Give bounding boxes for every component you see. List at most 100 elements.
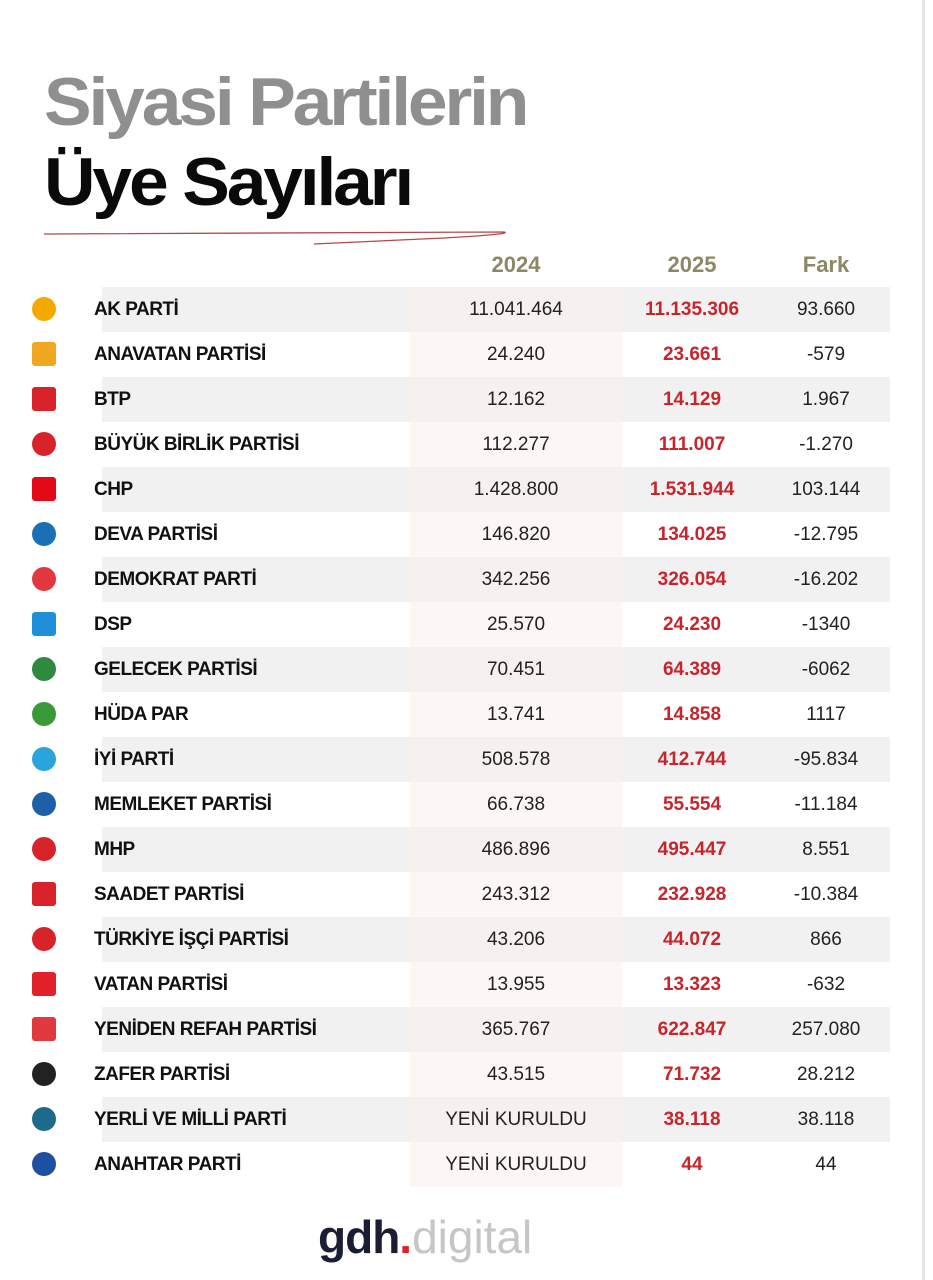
column-tint <box>410 827 622 872</box>
brand-dot: . <box>399 1211 413 1263</box>
demokrat-parti-logo-icon <box>32 567 56 591</box>
members-2025: 55.554 <box>662 793 722 815</box>
column-tint <box>410 692 622 737</box>
dsp-dove-icon <box>32 612 56 636</box>
difference: 257.080 <box>791 1018 861 1040</box>
chp-logo-icon <box>32 477 56 501</box>
party-name: MEMLEKET PARTİSİ <box>94 793 272 815</box>
table-row: CHP 1.428.800 1.531.944 103.144 <box>22 467 890 512</box>
party-name: İYİ PARTİ <box>94 748 174 770</box>
table-row: ANAVATAN PARTİSİ 24.240 23.661 -579 <box>22 332 890 377</box>
members-2024: 486.896 <box>481 838 551 860</box>
members-2025: 111.007 <box>658 433 726 455</box>
table-row: ZAFER PARTİSİ 43.515 71.732 28.212 <box>22 1052 890 1097</box>
party-name: BÜYÜK BİRLİK PARTİSİ <box>94 433 299 455</box>
members-2025: 326.054 <box>657 568 727 590</box>
members-2025: 38.118 <box>663 1108 721 1130</box>
column-tint <box>410 737 622 782</box>
brand-bold: gdh <box>318 1211 400 1263</box>
table-row: DEMOKRAT PARTİ 342.256 326.054 -16.202 <box>22 557 890 602</box>
party-name: SAADET PARTİSİ <box>94 883 244 905</box>
column-tint <box>410 872 622 917</box>
difference: 1.967 <box>802 388 850 410</box>
table-row: YERLİ VE MİLLİ PARTİ YENİ KURULDU 38.118 38… <box>22 1097 890 1142</box>
column-tint <box>410 1097 622 1142</box>
members-2024: 25.570 <box>486 613 546 635</box>
party-name: DEVA PARTİSİ <box>94 523 218 545</box>
difference: -1.270 <box>799 433 853 455</box>
difference: 28.212 <box>796 1063 856 1085</box>
party-name: TÜRKİYE İŞÇİ PARTİSİ <box>94 928 289 950</box>
members-2025: 622.847 <box>657 1018 727 1040</box>
difference: 866 <box>810 928 842 950</box>
members-2025: 44 <box>681 1153 703 1175</box>
btp-logo-icon <box>32 387 56 411</box>
members-2024: 508.578 <box>481 748 551 770</box>
members-2024: 70.451 <box>486 658 546 680</box>
members-2025: 64.389 <box>662 658 722 680</box>
members-2025: 232.928 <box>657 883 727 905</box>
table-row: BÜYÜK BİRLİK PARTİSİ 112.277 111.007 -1.270 <box>22 422 890 467</box>
mhp-crescents-icon <box>32 837 56 861</box>
table-row: AK PARTİ 11.041.464 11.135.306 93.660 <box>22 287 890 332</box>
table-row: TÜRKİYE İŞÇİ PARTİSİ 43.206 44.072 866 <box>22 917 890 962</box>
members-2025: 1.531.944 <box>649 478 735 500</box>
difference: 93.660 <box>796 298 856 320</box>
title-line-2: Üye Sayıları <box>44 144 414 220</box>
column-tint <box>410 467 622 512</box>
column-tint <box>410 1142 622 1187</box>
ak-parti-bulb-icon <box>32 297 56 321</box>
table-row: DEVA PARTİSİ 146.820 134.025 -12.795 <box>22 512 890 557</box>
column-tint <box>410 917 622 962</box>
members-2025: 71.732 <box>662 1063 722 1085</box>
table-row: GELECEK PARTİSİ 70.451 64.389 -6062 <box>22 647 890 692</box>
column-tint <box>410 602 622 647</box>
difference: 38.118 <box>797 1108 855 1130</box>
members-2024: 24.240 <box>486 343 546 365</box>
members-2024: 365.767 <box>481 1018 551 1040</box>
table-row: MEMLEKET PARTİSİ 66.738 55.554 -11.184 <box>22 782 890 827</box>
difference: -16.202 <box>793 568 859 590</box>
table-row: İYİ PARTİ 508.578 412.744 -95.834 <box>22 737 890 782</box>
deva-drop-icon <box>32 522 56 546</box>
members-2025: 134.025 <box>657 523 727 545</box>
party-name: BTP <box>94 388 131 410</box>
bbp-logo-icon <box>32 432 56 456</box>
table-row: VATAN PARTİSİ 13.955 13.323 -632 <box>22 962 890 1007</box>
members-2024: 146.820 <box>481 523 551 545</box>
table-row: MHP 486.896 495.447 8.551 <box>22 827 890 872</box>
column-header-2024: 2024 <box>491 252 541 277</box>
difference: 8.551 <box>802 838 850 860</box>
difference: -1340 <box>801 613 851 635</box>
difference: -579 <box>806 343 846 365</box>
difference: -12.795 <box>793 523 859 545</box>
brand-logo: gdh.digital <box>318 1210 532 1264</box>
party-name: VATAN PARTİSİ <box>94 973 228 995</box>
column-tint <box>410 1007 622 1052</box>
anavatan-logo-icon <box>32 342 56 366</box>
members-2024: 112.277 <box>482 433 550 455</box>
memleket-logo-icon <box>32 792 56 816</box>
column-tint <box>410 512 622 557</box>
table-row: DSP 25.570 24.230 -1340 <box>22 602 890 647</box>
column-tint <box>410 422 622 467</box>
column-header-fark: Fark <box>802 252 850 277</box>
members-2024: 342.256 <box>481 568 551 590</box>
party-name: YERLİ VE MİLLİ PARTİ <box>94 1108 287 1130</box>
column-tint <box>410 287 622 332</box>
column-tint <box>410 647 622 692</box>
members-2025: 23.661 <box>662 343 722 365</box>
gelecek-leaf-icon <box>32 657 56 681</box>
column-tint <box>410 332 622 377</box>
column-tint <box>410 962 622 1007</box>
members-2024: 11.041.464 <box>469 298 563 320</box>
members-2024: 243.312 <box>481 883 551 905</box>
column-tint <box>410 782 622 827</box>
table-row: SAADET PARTİSİ 243.312 232.928 -10.384 <box>22 872 890 917</box>
members-2025: 44.072 <box>662 928 722 950</box>
members-2024: 13.741 <box>486 703 546 725</box>
difference: -632 <box>806 973 846 995</box>
difference: -11.184 <box>794 793 858 815</box>
page-edge <box>922 0 925 1280</box>
yerli-milli-logo-icon <box>32 1107 56 1131</box>
